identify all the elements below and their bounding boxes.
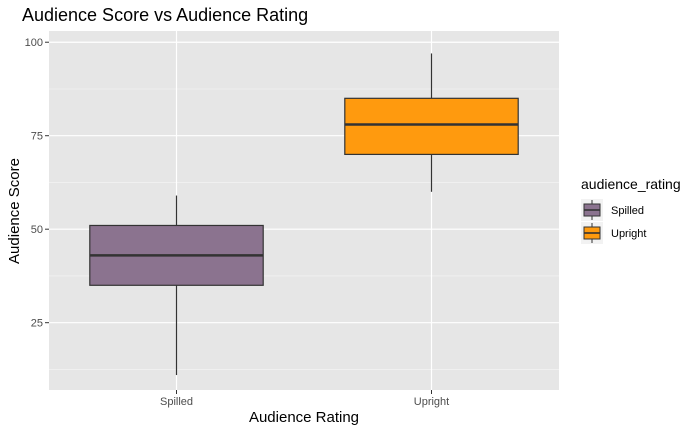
plot-panel — [49, 31, 559, 390]
legend-title: audience_rating — [581, 176, 681, 192]
legend-label: Spilled — [611, 205, 644, 217]
y-tick-label: 25 — [31, 318, 43, 330]
y-axis-title: Audience Score — [6, 158, 23, 264]
y-tick-label: 100 — [25, 37, 43, 49]
legend: audience_rating Spilled Upright — [581, 176, 681, 244]
legend-label: Upright — [611, 228, 646, 240]
x-tick-label: Upright — [414, 396, 449, 408]
box-group — [89, 53, 519, 376]
box-spilled — [89, 195, 264, 376]
box-body — [344, 97, 519, 156]
y-axis: 25 50 75 100 — [25, 37, 49, 330]
box-upright — [344, 53, 519, 192]
x-axis-title: Audience Rating — [249, 409, 359, 426]
y-tick-label: 75 — [31, 131, 43, 143]
x-tick-label: Spilled — [160, 396, 193, 408]
legend-item-spilled: Spilled — [581, 199, 644, 221]
chart-title: Audience Score vs Audience Rating — [22, 5, 308, 25]
x-axis: Spilled Upright — [160, 390, 449, 408]
y-tick-label: 50 — [31, 224, 43, 236]
legend-item-upright: Upright — [581, 222, 646, 244]
